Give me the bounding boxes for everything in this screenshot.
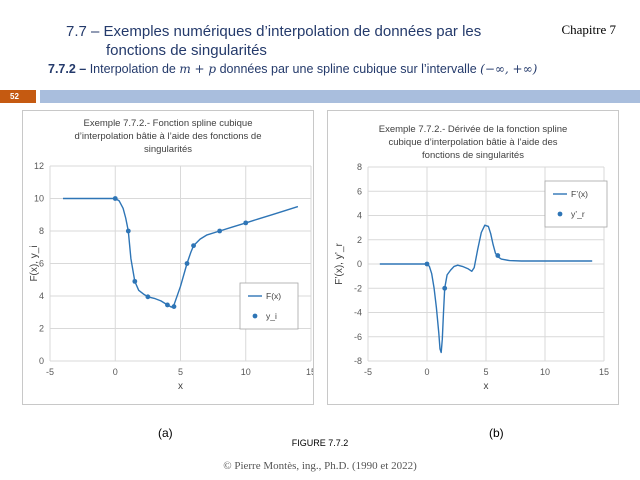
chart-b-xtick-label: 5	[483, 367, 488, 377]
chart-a-ytick-label: 6	[39, 259, 44, 269]
chart-a-data-point	[112, 196, 118, 201]
page-number: 52	[10, 92, 19, 101]
chart-b-ytick-label: 0	[357, 259, 362, 269]
chart-b-legend-point-swatch	[557, 211, 563, 217]
chart-b-ytick-label: -4	[354, 308, 362, 318]
chart-b-legend	[544, 180, 608, 228]
caption-b: (b)	[489, 426, 504, 440]
chart-a-ytick-label: 4	[39, 291, 44, 301]
chart-b-xtick-label: -5	[364, 367, 372, 377]
page-subtitle: 7.7.2 – Interpolation de m + p données p…	[48, 62, 537, 76]
subtitle-math-a: m + p	[179, 62, 217, 76]
chart-a-data-point	[243, 220, 249, 226]
chart-b-ytick-label: -8	[354, 356, 362, 366]
chart-b-ytick-label: 8	[357, 162, 362, 172]
chart-b-ytick-label: 2	[357, 235, 362, 245]
chart-a-ytick-label: 0	[39, 356, 44, 366]
chart-a-xlabel: x	[178, 381, 183, 392]
chart-b-title-line-1: Exemple 7.7.2.- Dérivée de la fonction s…	[378, 124, 568, 135]
chart-a-svg: -5051015024681012xF(x), y_iF(x)y_i	[29, 161, 313, 392]
title-line-2: fonctions de singularités	[106, 42, 267, 59]
chart-a-data-point	[191, 243, 196, 249]
chart-a-xtick-label: 15	[306, 367, 313, 377]
chart-a-title-line-1: Exemple 7.7.2.- Fonction spline cubique	[83, 118, 253, 129]
chart-b-data-point	[495, 253, 501, 258]
chart-b-title-line-2: cubique d’interpolation bâtie à l’aide d…	[388, 137, 558, 148]
chart-panel-a: Exemple 7.7.2.- Fonction spline cubique …	[22, 110, 314, 405]
chart-panel-b: Exemple 7.7.2.- Dérivée de la fonction s…	[327, 110, 619, 405]
chart-b-ylabel: F’(x), y’_r	[334, 243, 345, 285]
caption-a: (a)	[158, 426, 173, 440]
subtitle-math-b: (−∞, +∞)	[480, 62, 538, 76]
header-band	[0, 90, 640, 103]
chart-a-xtick-label: -5	[46, 367, 54, 377]
page-title: 7.7 – Exemples numériques d’interpolatio…	[66, 22, 481, 60]
chart-a-data-point	[184, 261, 190, 266]
chart-b-data-point	[442, 285, 448, 291]
chart-a-ytick-label: 8	[39, 226, 44, 236]
chart-a-data-point	[171, 304, 177, 309]
subtitle-text-a: Interpolation de	[86, 62, 180, 76]
chart-a-legend	[239, 282, 299, 330]
chart-b-svg: -5 0 5 10 15 -8 -6 -4 -2 0 2 4 6 8 x F’(x), y’_r F’(x) y’…	[334, 162, 609, 392]
chart-b-legend-line-label: F’(x)	[571, 189, 588, 199]
chart-a-data-point	[132, 278, 138, 284]
chart-a-ytick-label: 12	[34, 161, 44, 171]
chart-a-data-point	[165, 302, 170, 308]
chart-a-data-point	[145, 294, 151, 300]
chapter-label: Chapitre 7	[561, 22, 616, 37]
chart-a-xtick-label: 10	[241, 367, 251, 377]
chart-b-xtick-label: 0	[424, 367, 429, 377]
chart-a-legend-point-label: y_i	[266, 311, 277, 321]
chart-a-ytick-label: 2	[39, 324, 44, 334]
chart-b-ytick-label: 4	[357, 211, 362, 221]
band-blue	[40, 90, 640, 103]
figure-label: FIGURE 7.7.2	[291, 438, 349, 448]
footer-copyright: © Pierre Montès, ing., Ph.D. (1990 et 20…	[223, 460, 417, 472]
chart-a-xtick-label: 5	[178, 367, 183, 377]
chart-a-legend-line-label: F(x)	[266, 291, 281, 301]
chart-b-xtick-label: 15	[599, 367, 609, 377]
chart-b-ytick-label: 6	[357, 186, 362, 196]
chart-a-xtick-label: 0	[113, 367, 118, 377]
chart-b-data-point	[424, 261, 430, 267]
title-line-1: 7.7 – Exemples numériques d’interpolatio…	[66, 23, 482, 40]
chart-b-title-line-3: fonctions de singularités	[422, 150, 524, 161]
chart-b-legend-point-label: y’_r	[571, 209, 585, 219]
chart-b-xlabel: x	[484, 381, 489, 392]
chart-a-legend-point-swatch	[252, 313, 258, 319]
chart-a-ytick-label: 10	[34, 194, 44, 204]
chart-a-title-line-3: singularités	[143, 144, 193, 155]
band-accent	[0, 90, 36, 103]
chart-a-title-line-2: d’interpolation bâtie à l’aide des fonct…	[74, 131, 262, 142]
chart-a-data-point	[217, 228, 223, 234]
chart-b-xtick-label: 10	[540, 367, 550, 377]
chart-a-ylabel: F(x), y_i	[29, 245, 40, 281]
chart-a-data-point	[125, 228, 131, 234]
subtitle-text-b: données par une spline cubique sur l’int…	[216, 62, 481, 76]
subtitle-prefix: 7.7.2 –	[48, 62, 87, 76]
chart-b-ytick-label: -2	[354, 283, 362, 293]
chart-b-ytick-label: -6	[354, 332, 362, 342]
